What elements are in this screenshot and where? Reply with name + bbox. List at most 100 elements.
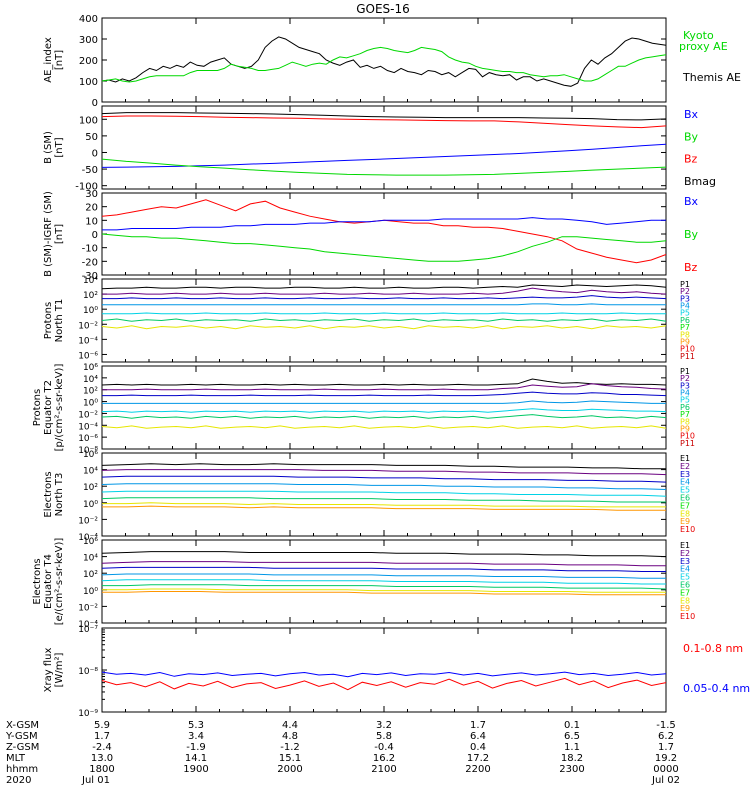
legend-entry: E2: [680, 549, 690, 558]
x-axis-value: 0.4: [470, 742, 486, 753]
series-line-e8: [102, 591, 666, 596]
series-line-p7: [101, 425, 667, 429]
series-line-e4: [101, 573, 666, 579]
legend-entry: E8: [680, 596, 690, 605]
y-tick-label: 10⁰: [83, 587, 98, 597]
x-axis-value: 1.1: [564, 742, 580, 753]
x-axis-value: 6.4: [470, 731, 486, 742]
series-line-e8: [102, 505, 666, 511]
series-line-e7: [102, 502, 666, 508]
series-line-bx: [101, 143, 667, 168]
x-axis-value: -1.9: [186, 742, 206, 753]
panel-peq: 10⁻⁸ 10⁻⁶ 10⁻⁴ 10⁻²10⁰ 10² 10⁴ 10⁶ Protons Equat…: [32, 363, 695, 456]
y-tick-label: 10⁴: [83, 554, 98, 564]
y-tick-label: 10²: [83, 570, 98, 580]
series-group: [101, 463, 667, 511]
legend-entry: E4: [680, 565, 690, 574]
legend-entry: E9: [680, 604, 690, 613]
legend-entry: E3: [680, 470, 690, 479]
y-tick-label: 20: [85, 203, 98, 214]
y-tick-label: 10⁻⁸: [78, 446, 98, 456]
series-line-p2: [102, 383, 667, 391]
y-tick-label: 10⁴: [83, 276, 98, 286]
y-axis-label: Xray flux [W/m²]: [43, 648, 65, 693]
y-axis-label-line: North T1: [54, 299, 65, 343]
series-line-p1: [101, 284, 667, 290]
y-axis-label: B (SM) [nT]: [43, 131, 65, 164]
y-tick-label: 50: [85, 132, 98, 143]
series-group: [101, 551, 667, 596]
y-tick-label: 10: [85, 216, 98, 227]
x-axis-table: X-GSMY-GSMZ-GSMMLThhmm20205.91.7-2.413.0…: [5, 720, 680, 786]
legend-entry: E6: [680, 581, 690, 590]
chart-title: GOES-16: [356, 2, 410, 16]
series-line-e1: [101, 551, 667, 558]
legend-entry: P1: [680, 367, 690, 376]
x-axis-value: 6.5: [564, 731, 580, 742]
y-axis-label: Protons Equator T2 [p/(cm²-s-sr-keV)]: [32, 364, 65, 452]
legend-entry: E5: [680, 486, 690, 495]
legend-entry: E1: [680, 454, 690, 463]
x-axis-value: 1.7: [470, 720, 486, 731]
series-group: [101, 36, 667, 87]
series-line-e3: [101, 475, 667, 483]
y-axis-label-line: Protons: [43, 302, 54, 339]
x-axis-value: 1.7: [94, 731, 110, 742]
x-axis-value: 15.1: [279, 753, 301, 764]
y-axis-label-line: Electrons: [43, 471, 54, 517]
y-axis-label: AE_index [nT]: [43, 37, 65, 83]
legend-entry: Bz: [684, 153, 698, 166]
series-line-p3: [102, 295, 667, 300]
y-tick-label: 0: [92, 98, 98, 109]
y-axis-label-line: [nT]: [54, 224, 65, 244]
y-tick-label: -50: [82, 165, 98, 176]
x-axis-value: -0.4: [374, 742, 394, 753]
legend-entry: P5: [680, 309, 690, 318]
legend-entry: E4: [680, 478, 690, 487]
x-axis-row-label: hhmm: [6, 764, 38, 775]
legend-entry: Themis AE: [682, 71, 741, 84]
series-line-e4: [101, 483, 667, 490]
legend-entry: P4: [680, 302, 690, 311]
legend: Bx By Bz: [684, 195, 699, 274]
y-tick-label: 10²: [83, 483, 98, 493]
y-axis-label-line: [nT]: [54, 137, 65, 157]
legend-entry: P5: [680, 396, 690, 405]
legend-entry: E10: [680, 612, 695, 621]
legend-entry: By: [684, 130, 699, 143]
y-tick-label: 10⁻⁶: [78, 434, 98, 444]
y-axis-label-line: Equator T2: [43, 380, 54, 435]
legend-entry: Bx: [684, 195, 699, 208]
legend-entry: E6: [680, 494, 690, 503]
x-axis-value: 19.2: [655, 753, 677, 764]
y-tick-label: 10⁻⁴: [78, 336, 98, 346]
y-tick-label: 10⁴: [83, 375, 98, 385]
legend-entry: Bmag: [684, 175, 716, 188]
series-line-bz: [101, 115, 667, 129]
x-axis-value: 6.2: [658, 731, 674, 742]
panel-eeq: 10⁻⁴ 10⁻² 10⁰ 10² 10⁴ 10⁶ Electrons Equator T4[…: [32, 537, 695, 630]
legend-entry: 0.1-0.8 nm: [683, 642, 743, 655]
y-tick-label: 10⁻⁴: [78, 620, 98, 630]
series-line-e3: [101, 566, 666, 572]
x-axis-value: 3.2: [376, 720, 392, 731]
y-axis-label: Electrons North T3: [43, 471, 65, 517]
y-tick-label: 400: [79, 14, 98, 25]
series-line-e2: [101, 561, 666, 567]
legend: 0.1-0.8 nm 0.05-0.4 nm: [683, 642, 750, 695]
x-axis-value: 2000: [277, 764, 302, 775]
y-axis-label-line: Equator T4: [43, 554, 54, 609]
legend-entry: E7: [680, 588, 690, 597]
x-axis-row-label: Z-GSM: [6, 742, 39, 753]
x-axis-value: 5.3: [188, 720, 204, 731]
legend-entry: P8: [680, 417, 690, 426]
legend-entry: E2: [680, 462, 690, 471]
y-axis-label: Electrons Equator T4 [e/(cm²-s-sr-keV)]: [32, 538, 65, 626]
y-tick-label: 10⁻⁷: [78, 625, 98, 635]
series-line-p3: [102, 391, 667, 397]
legend-entry: proxy AE: [679, 40, 728, 53]
